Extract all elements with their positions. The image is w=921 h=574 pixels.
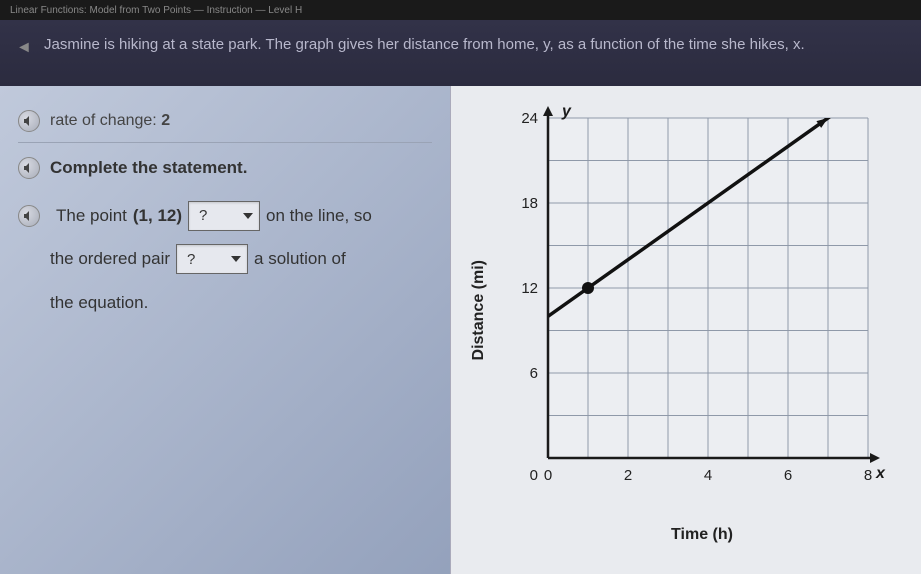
chart-wrap: Distance (mi) yx0246861218240 (470, 100, 894, 520)
svg-text:6: 6 (784, 467, 792, 484)
top-bar: Linear Functions: Model from Two Points … (0, 0, 921, 20)
speaker-icon[interactable] (18, 205, 40, 227)
stmt-point: (1, 12) (133, 197, 182, 234)
svg-text:4: 4 (704, 467, 712, 484)
instruction-text: Jasmine is hiking at a state park. The g… (44, 36, 805, 53)
svg-text:0: 0 (530, 467, 538, 484)
y-axis-label: Distance (mi) (470, 260, 488, 360)
svg-text:2: 2 (624, 467, 632, 484)
instruction-banner: ◄ Jasmine is hiking at a state park. The… (0, 20, 921, 86)
back-arrow-icon[interactable]: ◄ (16, 36, 32, 60)
dropdown-value: ? (199, 199, 207, 232)
speaker-icon[interactable] (18, 157, 40, 179)
dropdown-value: ? (187, 243, 195, 276)
stmt-part4: a solution of (254, 240, 346, 277)
statement-block: The point (1, 12) ? on the line, so the … (18, 189, 432, 321)
svg-text:0: 0 (544, 467, 552, 484)
svg-text:18: 18 (521, 195, 538, 212)
svg-text:24: 24 (521, 110, 538, 127)
svg-text:x: x (875, 465, 886, 482)
rate-label: rate of change: (50, 112, 157, 130)
main-area: rate of change: 2 Complete the statement… (0, 86, 921, 574)
svg-text:8: 8 (864, 467, 872, 484)
stmt-part5: the equation. (50, 284, 148, 321)
complete-heading-row: Complete the statement. (18, 143, 432, 189)
dropdown-is-on-line[interactable]: ? (188, 201, 260, 231)
chevron-down-icon (243, 213, 253, 219)
svg-text:y: y (561, 103, 572, 120)
svg-text:6: 6 (530, 365, 538, 382)
stmt-part1: The point (56, 197, 127, 234)
stmt-part2: on the line, so (266, 197, 372, 234)
breadcrumb: Linear Functions: Model from Two Points … (10, 5, 302, 16)
complete-heading: Complete the statement. (50, 158, 247, 178)
left-panel: rate of change: 2 Complete the statement… (0, 86, 450, 574)
right-panel: Distance (mi) yx0246861218240 Time (h) (450, 86, 921, 574)
chart-svg: yx0246861218240 (494, 100, 894, 520)
speaker-icon[interactable] (18, 110, 40, 132)
svg-text:12: 12 (521, 280, 538, 297)
stmt-part3: the ordered pair (50, 240, 170, 277)
rate-row: rate of change: 2 (18, 100, 432, 143)
rate-value: 2 (161, 112, 170, 130)
x-axis-label: Time (h) (671, 526, 733, 544)
chevron-down-icon (231, 256, 241, 262)
dropdown-is-solution[interactable]: ? (176, 244, 248, 274)
